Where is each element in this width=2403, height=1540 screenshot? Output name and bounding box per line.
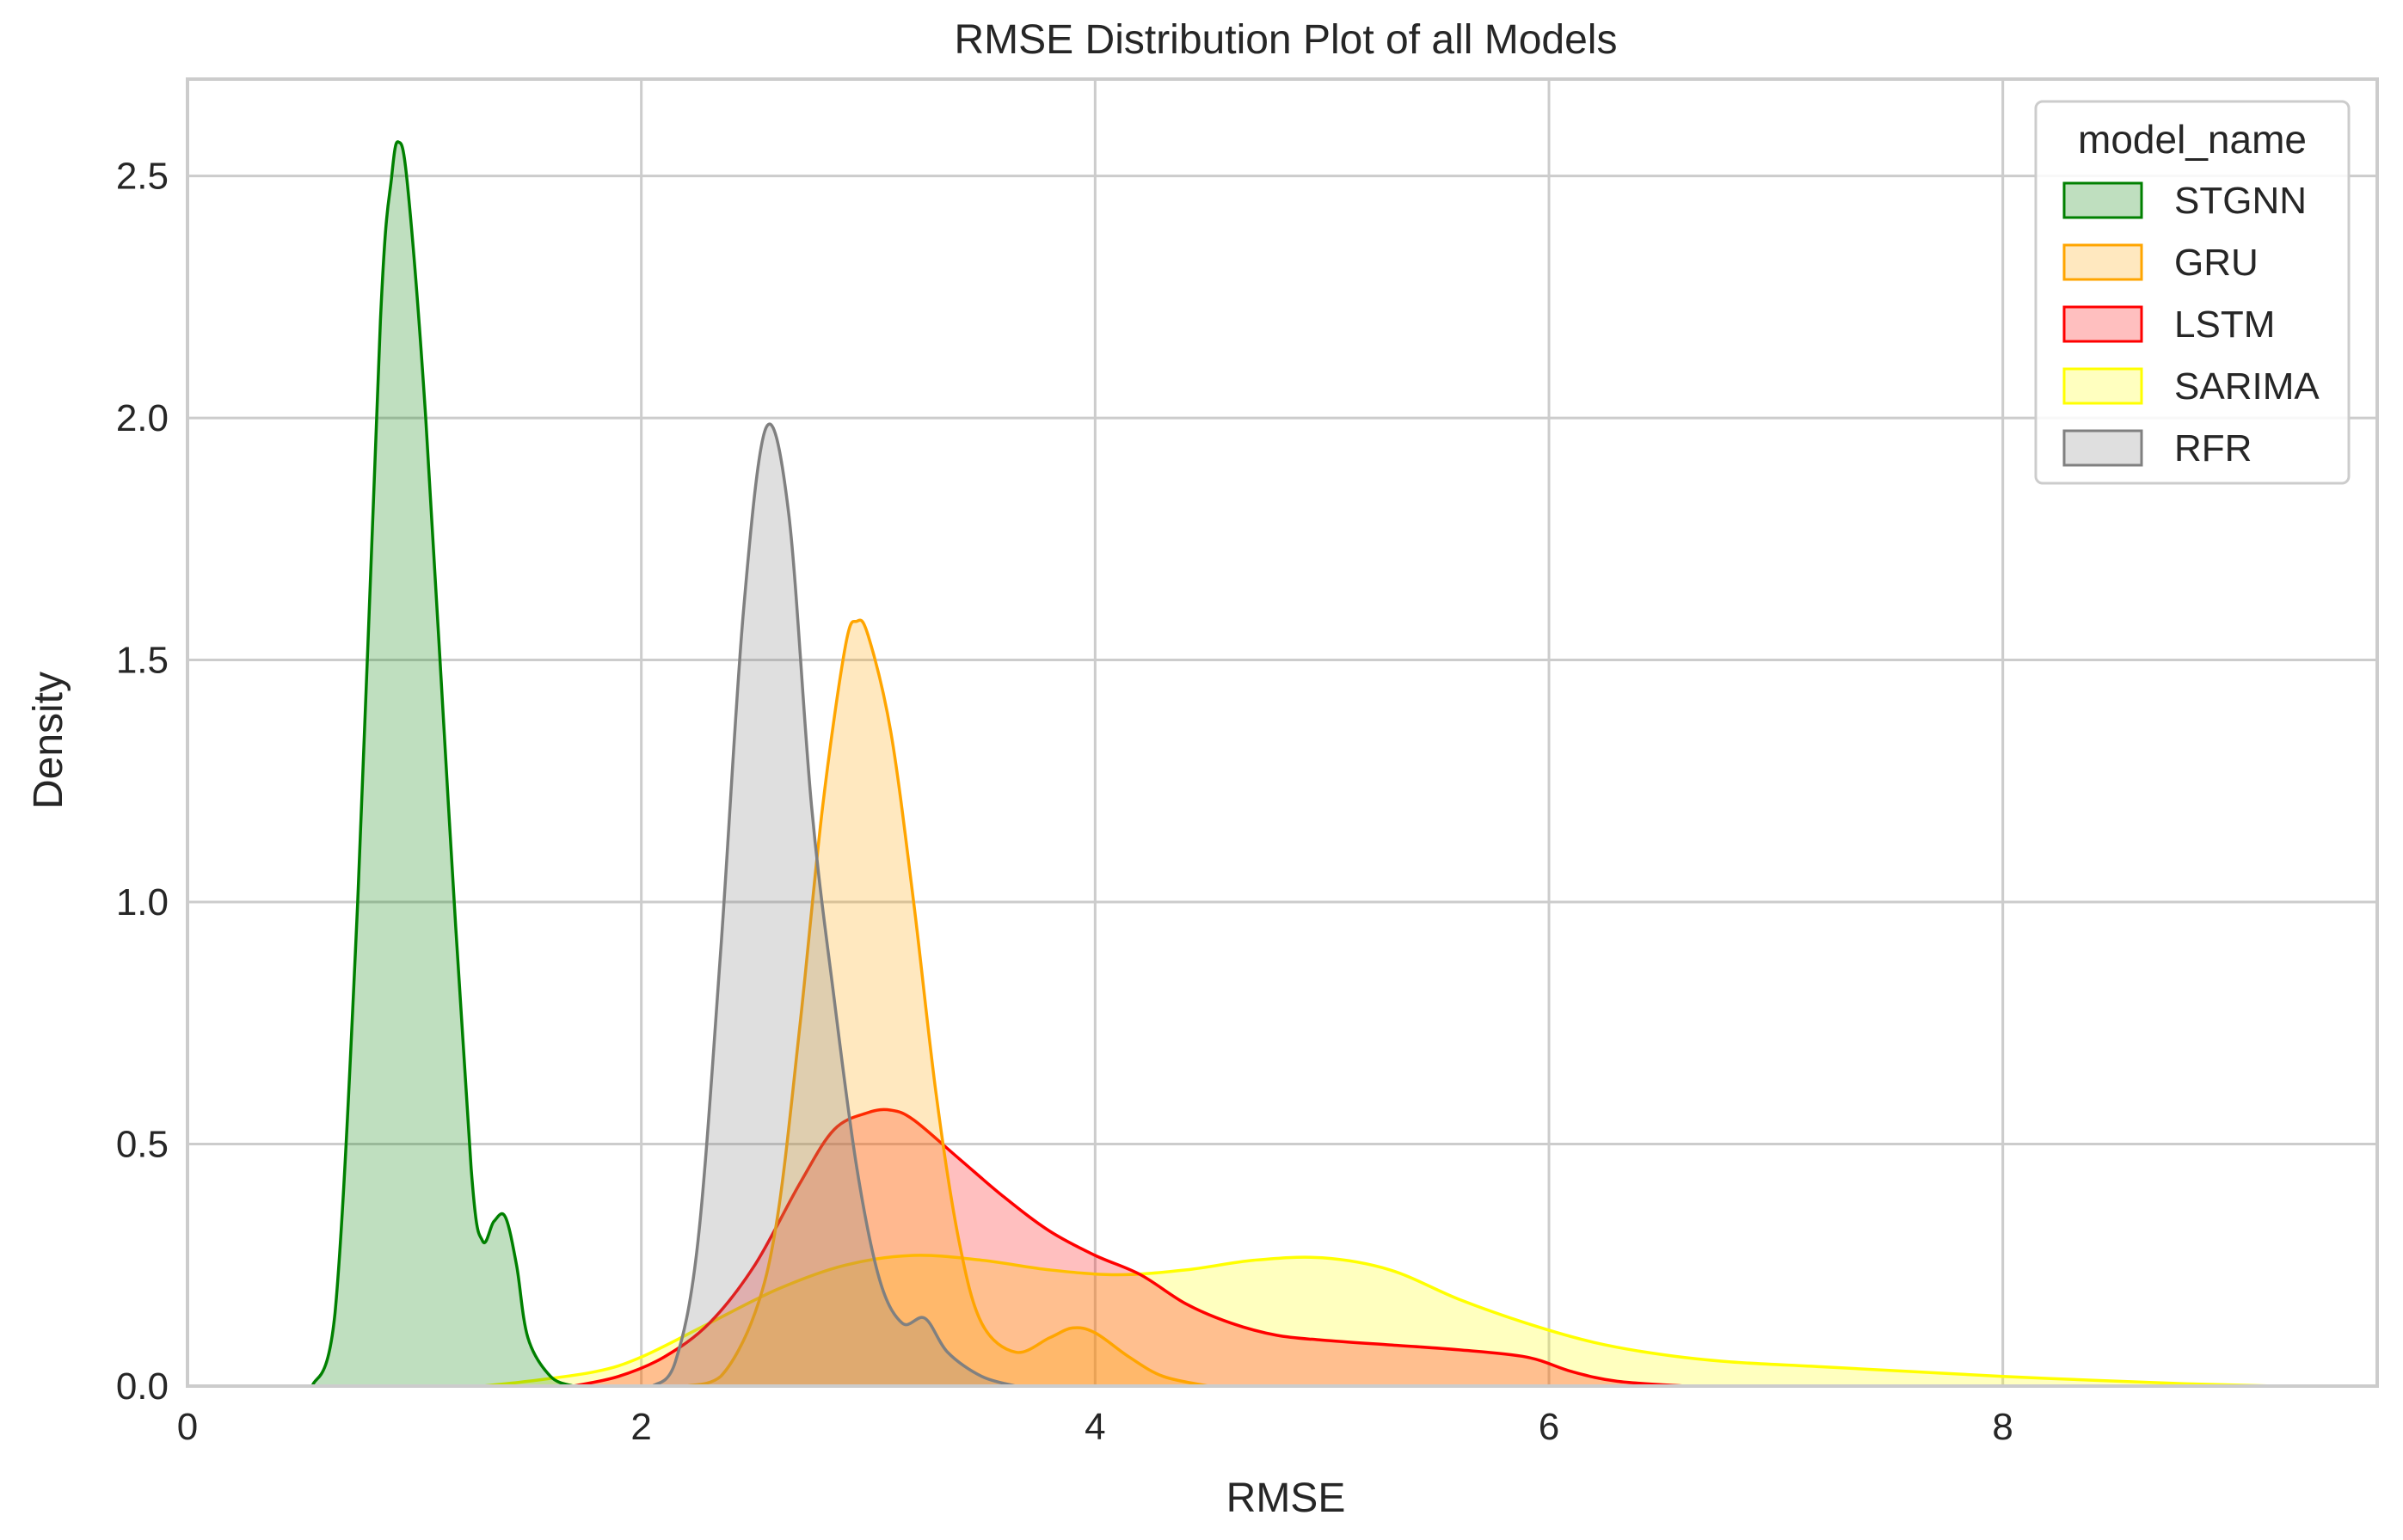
legend-label-rfr: RFR	[2174, 427, 2252, 469]
tick-labels: 0 2 4 6 8 0.0 0.5 1.0 1.5 2.0 2.5	[116, 156, 2013, 1448]
density-line-gru	[685, 618, 1209, 1388]
density-line-lstm	[573, 1107, 1686, 1388]
legend-swatch-rfr	[2062, 429, 2143, 467]
legend-swatch-sarima	[2062, 367, 2143, 405]
legend-swatch-stgnn	[2062, 181, 2143, 219]
legend-entries: STGNN GRU LSTM SARIMA RFR	[2062, 180, 2320, 469]
x-tick-label: 0	[177, 1406, 198, 1448]
chart-title: RMSE Distribution Plot of all Models	[955, 17, 1618, 63]
x-axis-label: RMSE	[1226, 1476, 1346, 1521]
legend-label-sarima: SARIMA	[2174, 365, 2320, 408]
x-tick-label: 4	[1085, 1406, 1105, 1448]
density-area-rfr	[652, 424, 1016, 1387]
x-tick-label: 6	[1539, 1406, 1559, 1448]
legend-label-stgnn: STGNN	[2174, 180, 2307, 222]
legend-swatch-gru	[2062, 243, 2143, 281]
y-tick-label: 2.5	[116, 156, 169, 198]
series-stgnn	[310, 140, 575, 1388]
series-lstm	[573, 1107, 1686, 1388]
y-tick-label: 2.0	[116, 397, 169, 439]
density-series	[310, 140, 2276, 1388]
density-line-sarima	[482, 1254, 2276, 1388]
x-tick-label: 8	[1992, 1406, 2013, 1448]
density-line-stgnn	[310, 140, 575, 1388]
legend-label-lstm: LSTM	[2174, 304, 2275, 346]
density-area-stgnn	[312, 141, 574, 1387]
y-axis-label: Density	[26, 672, 71, 809]
legend: model_name STGNN GRU LSTM SARIMA RFR	[2034, 100, 2351, 485]
legend-swatch-lstm	[2062, 305, 2143, 343]
density-area-lstm	[573, 1109, 1686, 1386]
series-rfr	[651, 422, 1017, 1388]
density-area-gru	[686, 620, 1209, 1386]
density-line-rfr	[651, 422, 1017, 1388]
plot-frame	[186, 77, 2379, 1388]
grid-lines	[186, 79, 2377, 1388]
series-sarima	[482, 1254, 2276, 1388]
series-gru	[685, 618, 1209, 1388]
legend-box	[2034, 100, 2351, 485]
legend-title: model_name	[2078, 117, 2307, 162]
y-tick-label: 0.5	[116, 1124, 169, 1166]
legend-label-gru: GRU	[2174, 242, 2259, 284]
density-area-sarima	[482, 1255, 2276, 1386]
x-tick-label: 2	[630, 1406, 651, 1448]
y-tick-label: 1.5	[116, 640, 169, 682]
y-tick-label: 0.0	[116, 1365, 169, 1408]
y-tick-label: 1.0	[116, 881, 169, 923]
